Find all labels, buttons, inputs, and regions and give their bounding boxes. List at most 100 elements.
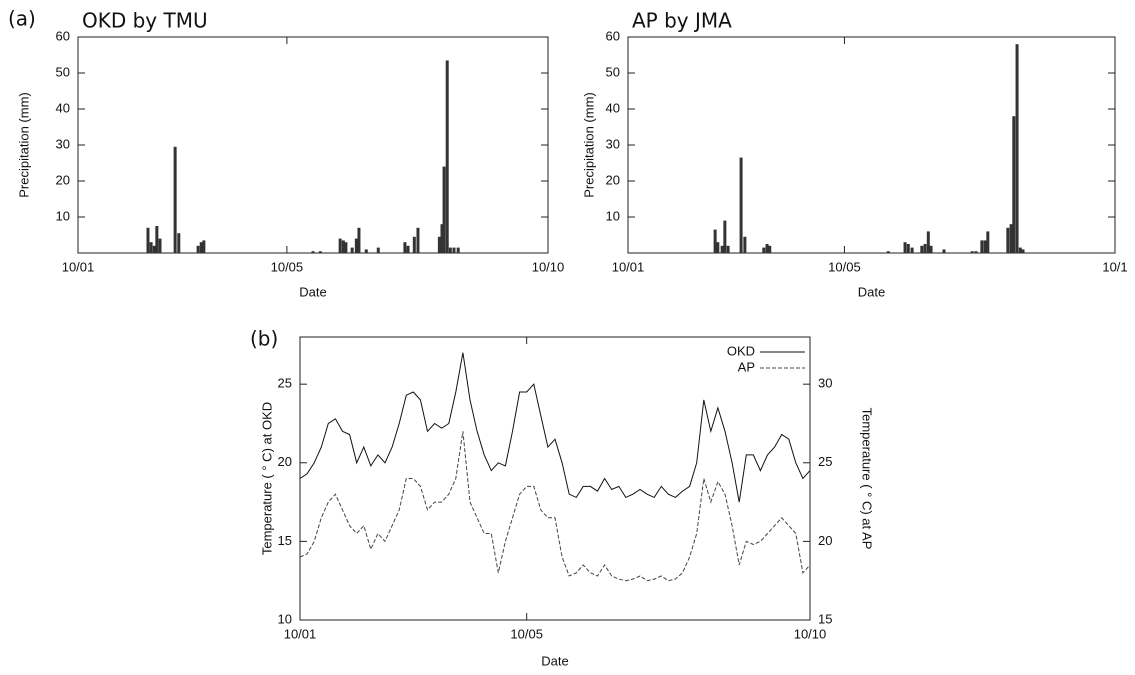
bar [743,236,747,253]
bar [442,166,446,253]
bar [158,238,162,253]
bar [986,231,990,253]
plot-frame [627,36,1116,254]
bar [456,247,460,253]
bar [354,238,358,253]
x-tick-label: 10/01 [284,626,317,641]
line-series [299,431,811,582]
y-tick-label: 50 [56,64,70,79]
y-tick-label: 60 [606,28,620,43]
bar [926,231,930,253]
y-tick-label: 40 [606,100,620,115]
bar [1012,116,1016,253]
bar [146,227,150,253]
bar [177,233,181,253]
y-tick-label: 20 [278,454,292,469]
y-tick-label: 20 [56,172,70,187]
legend-label: AP [738,359,755,374]
bar [910,247,914,253]
bar [338,238,342,253]
chart-title: AP by JMA [632,9,732,33]
bar [149,242,153,253]
y-axis-label: Precipitation (mm) [581,92,596,197]
bar [311,251,315,253]
bar [152,245,156,253]
bar [403,242,407,253]
bar [1006,227,1010,253]
bar [364,249,368,253]
x-tick-label: 10/10 [794,626,827,641]
bar [906,244,910,253]
y-tick-label: 40 [56,100,70,115]
bar [980,240,984,253]
bar [983,240,987,253]
chart-title: OKD by TMU [82,9,208,33]
bar [720,245,724,253]
bar [723,220,727,253]
bar [726,245,730,253]
bar [886,251,890,253]
x-axis-label: Date [858,284,885,299]
y2-tick-label: 25 [818,454,832,469]
bar [762,247,766,253]
bar [437,236,441,253]
bar [716,242,720,253]
bar [357,227,361,253]
plot-frame [77,36,549,254]
line-series [299,352,811,503]
bar [318,251,322,253]
bar [452,247,456,253]
x-tick-label: 10/1 [1102,259,1127,274]
y2-tick-label: 20 [818,533,832,548]
bar [406,245,410,253]
bar [923,244,927,253]
bar [970,251,974,253]
bar [713,229,717,253]
bar [1015,44,1019,254]
bar [1018,247,1022,253]
y2-tick-label: 15 [818,611,832,626]
bar [341,240,345,253]
bar [196,245,200,253]
bar [448,247,452,253]
x-tick-label: 10/01 [612,259,645,274]
x-axis-label: Date [541,653,568,668]
bar [765,244,769,253]
plot-frame [299,336,811,621]
y2-axis-label: Temperature ( ° C) at AP [860,408,875,550]
bar [739,157,743,253]
bar [173,146,177,253]
y-tick-label: 10 [606,208,620,223]
y-tick-label: 10 [56,208,70,223]
bar [942,249,946,253]
bar [344,242,348,253]
bar [1009,224,1013,253]
y-tick-label: 20 [606,172,620,187]
y-tick-label: 60 [56,28,70,43]
y-axis-label: Precipitation (mm) [16,92,31,197]
legend-label: OKD [727,343,755,358]
y-tick-label: 10 [278,611,292,626]
x-tick-label: 10/05 [828,259,861,274]
bar [416,227,420,253]
bar [929,245,933,253]
panel-label: (b) [250,327,278,351]
bar [199,242,203,253]
bar [768,245,772,253]
bar [903,242,907,253]
y-tick-label: 50 [606,64,620,79]
y-tick-label: 25 [278,376,292,391]
panel-label: (a) [8,7,36,31]
x-tick-label: 10/01 [62,259,95,274]
bar [1021,249,1025,253]
y2-tick-label: 30 [818,376,832,391]
bar [202,240,206,253]
bar [155,226,159,253]
y-axis-label: Temperature ( ° C) at OKD [259,402,274,555]
y-tick-label: 30 [56,136,70,151]
bar [376,247,380,253]
x-tick-label: 10/05 [271,259,304,274]
bar [440,224,444,253]
y-tick-label: 15 [278,533,292,548]
